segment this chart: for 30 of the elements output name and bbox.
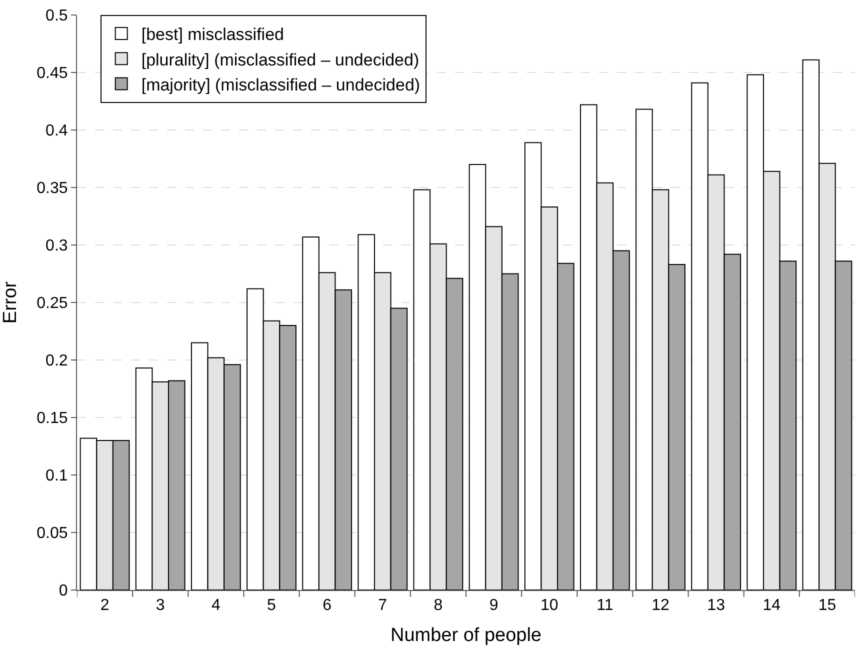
x-tick-label: 3 (156, 597, 165, 614)
y-tick-label: 0.45 (36, 65, 68, 82)
legend-label: [majority] (misclassified – undecided) (141, 75, 420, 94)
legend-label: [best] misclassified (141, 25, 284, 44)
x-tick-label: 8 (434, 597, 443, 614)
legend-label: [plurality] (misclassified – undecided) (141, 50, 420, 70)
x-tick-label: 6 (322, 597, 332, 614)
y-tick-label: 0.3 (46, 238, 68, 255)
x-tick-label: 5 (267, 597, 276, 614)
x-axis-title: Number of people (390, 625, 542, 646)
y-tick-label: 0 (58, 582, 68, 600)
x-tick-label: 4 (211, 597, 220, 614)
y-tick-label: 0.35 (36, 180, 68, 198)
y-tick-label: 0.25 (36, 295, 68, 312)
x-tick-label: 9 (489, 597, 498, 614)
x-tick-label: 10 (540, 597, 558, 614)
y-tick-label: 0.2 (46, 352, 68, 370)
x-tick-label: 15 (818, 597, 836, 614)
x-tick-label: 14 (762, 597, 781, 614)
y-tick-label: 0.1 (46, 468, 68, 485)
y-axis-title: Error (0, 280, 21, 324)
x-tick-label: 2 (100, 597, 110, 614)
y-tick-label: 0.5 (46, 8, 68, 25)
y-tick-label: 0.4 (46, 122, 68, 140)
y-tick-label: 0.15 (36, 410, 68, 428)
x-tick-label: 11 (596, 597, 614, 614)
y-tick-label: 0.05 (36, 525, 68, 542)
x-tick-label: 13 (707, 597, 726, 614)
x-tick-label: 7 (378, 597, 388, 614)
x-tick-label: 12 (652, 597, 670, 614)
